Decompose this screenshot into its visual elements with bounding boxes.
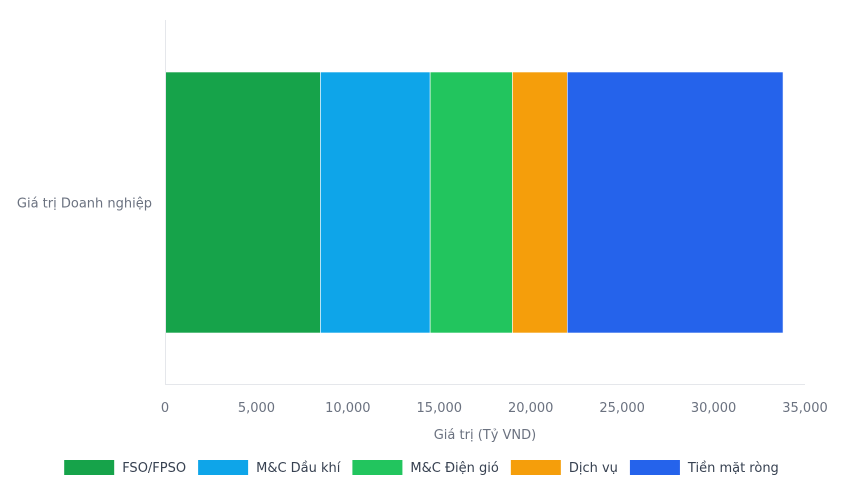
legend: FSO/FPSO M&C Dầu khí M&C Điện gió Dịch vụ Ti… <box>64 460 779 476</box>
y-category-label: Giá trị Doanh nghiệp <box>17 197 152 212</box>
legend-label: M&C Điện gió <box>410 461 498 476</box>
legend-label: FSO/FPSO <box>122 461 186 476</box>
x-tick-label: 35,000 <box>782 401 828 416</box>
bar-segment-0 <box>164 71 321 334</box>
legend-item[interactable]: Tiền mặt ròng <box>629 460 779 476</box>
x-tick-label: 10,000 <box>325 401 371 416</box>
legend-swatch <box>352 460 403 475</box>
legend-label: M&C Dầu khí <box>256 461 341 476</box>
x-tick-label: 5,000 <box>238 401 275 416</box>
legend-item[interactable]: Dịch vụ <box>510 460 618 476</box>
legend-label: Tiền mặt ròng <box>687 461 779 476</box>
legend-item[interactable]: M&C Dầu khí <box>198 460 341 476</box>
x-tick-label: 20,000 <box>508 401 554 416</box>
legend-label: Dịch vụ <box>569 461 618 476</box>
legend-swatch <box>198 460 249 475</box>
x-axis-ticks: 0 5,000 10,000 15,000 20,000 25,000 30,000 35,0… <box>161 401 828 416</box>
legend-swatch <box>64 460 115 475</box>
legend-swatch <box>629 460 680 475</box>
bar-segment-1 <box>320 71 431 334</box>
legend-item[interactable]: M&C Điện gió <box>352 460 499 476</box>
legend-item[interactable]: FSO/FPSO <box>64 460 186 476</box>
legend-swatch <box>510 460 561 475</box>
y-axis-categories: Giá trị Doanh nghiệp <box>17 197 152 212</box>
x-axis-title: Giá trị (Tỷ VND) <box>434 428 537 443</box>
x-tick-label: 25,000 <box>599 401 645 416</box>
bar-segment-2 <box>429 71 513 334</box>
x-tick-label: 0 <box>161 401 169 416</box>
bar-segment-3 <box>512 71 568 334</box>
bar-group <box>164 71 784 334</box>
bar-segment-4 <box>566 71 784 334</box>
x-tick-label: 15,000 <box>417 401 463 416</box>
x-tick-label: 30,000 <box>691 401 737 416</box>
